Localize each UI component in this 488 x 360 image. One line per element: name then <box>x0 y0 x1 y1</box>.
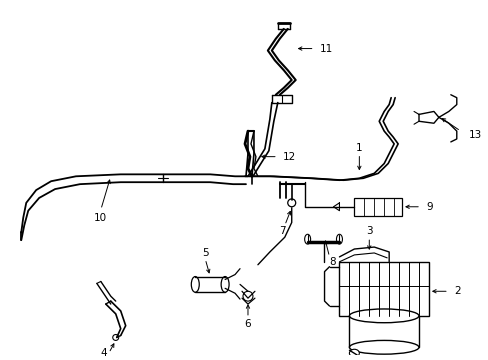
Ellipse shape <box>304 234 310 244</box>
Text: 13: 13 <box>468 130 481 140</box>
Text: 5: 5 <box>202 248 208 258</box>
Text: 1: 1 <box>355 143 362 153</box>
Text: 11: 11 <box>319 44 332 54</box>
Text: 10: 10 <box>94 212 107 222</box>
Ellipse shape <box>221 276 228 292</box>
Ellipse shape <box>349 309 418 323</box>
Ellipse shape <box>191 276 199 292</box>
Ellipse shape <box>336 234 342 244</box>
Bar <box>354 198 401 216</box>
Ellipse shape <box>349 349 359 357</box>
Ellipse shape <box>349 341 418 354</box>
Text: 2: 2 <box>453 286 460 296</box>
Text: 8: 8 <box>328 257 335 267</box>
Text: 6: 6 <box>244 319 251 329</box>
Text: 9: 9 <box>425 202 432 212</box>
Text: 4: 4 <box>101 348 107 358</box>
Text: 7: 7 <box>279 226 285 236</box>
Text: 12: 12 <box>282 152 295 162</box>
FancyBboxPatch shape <box>339 262 428 316</box>
Text: 3: 3 <box>365 226 372 236</box>
